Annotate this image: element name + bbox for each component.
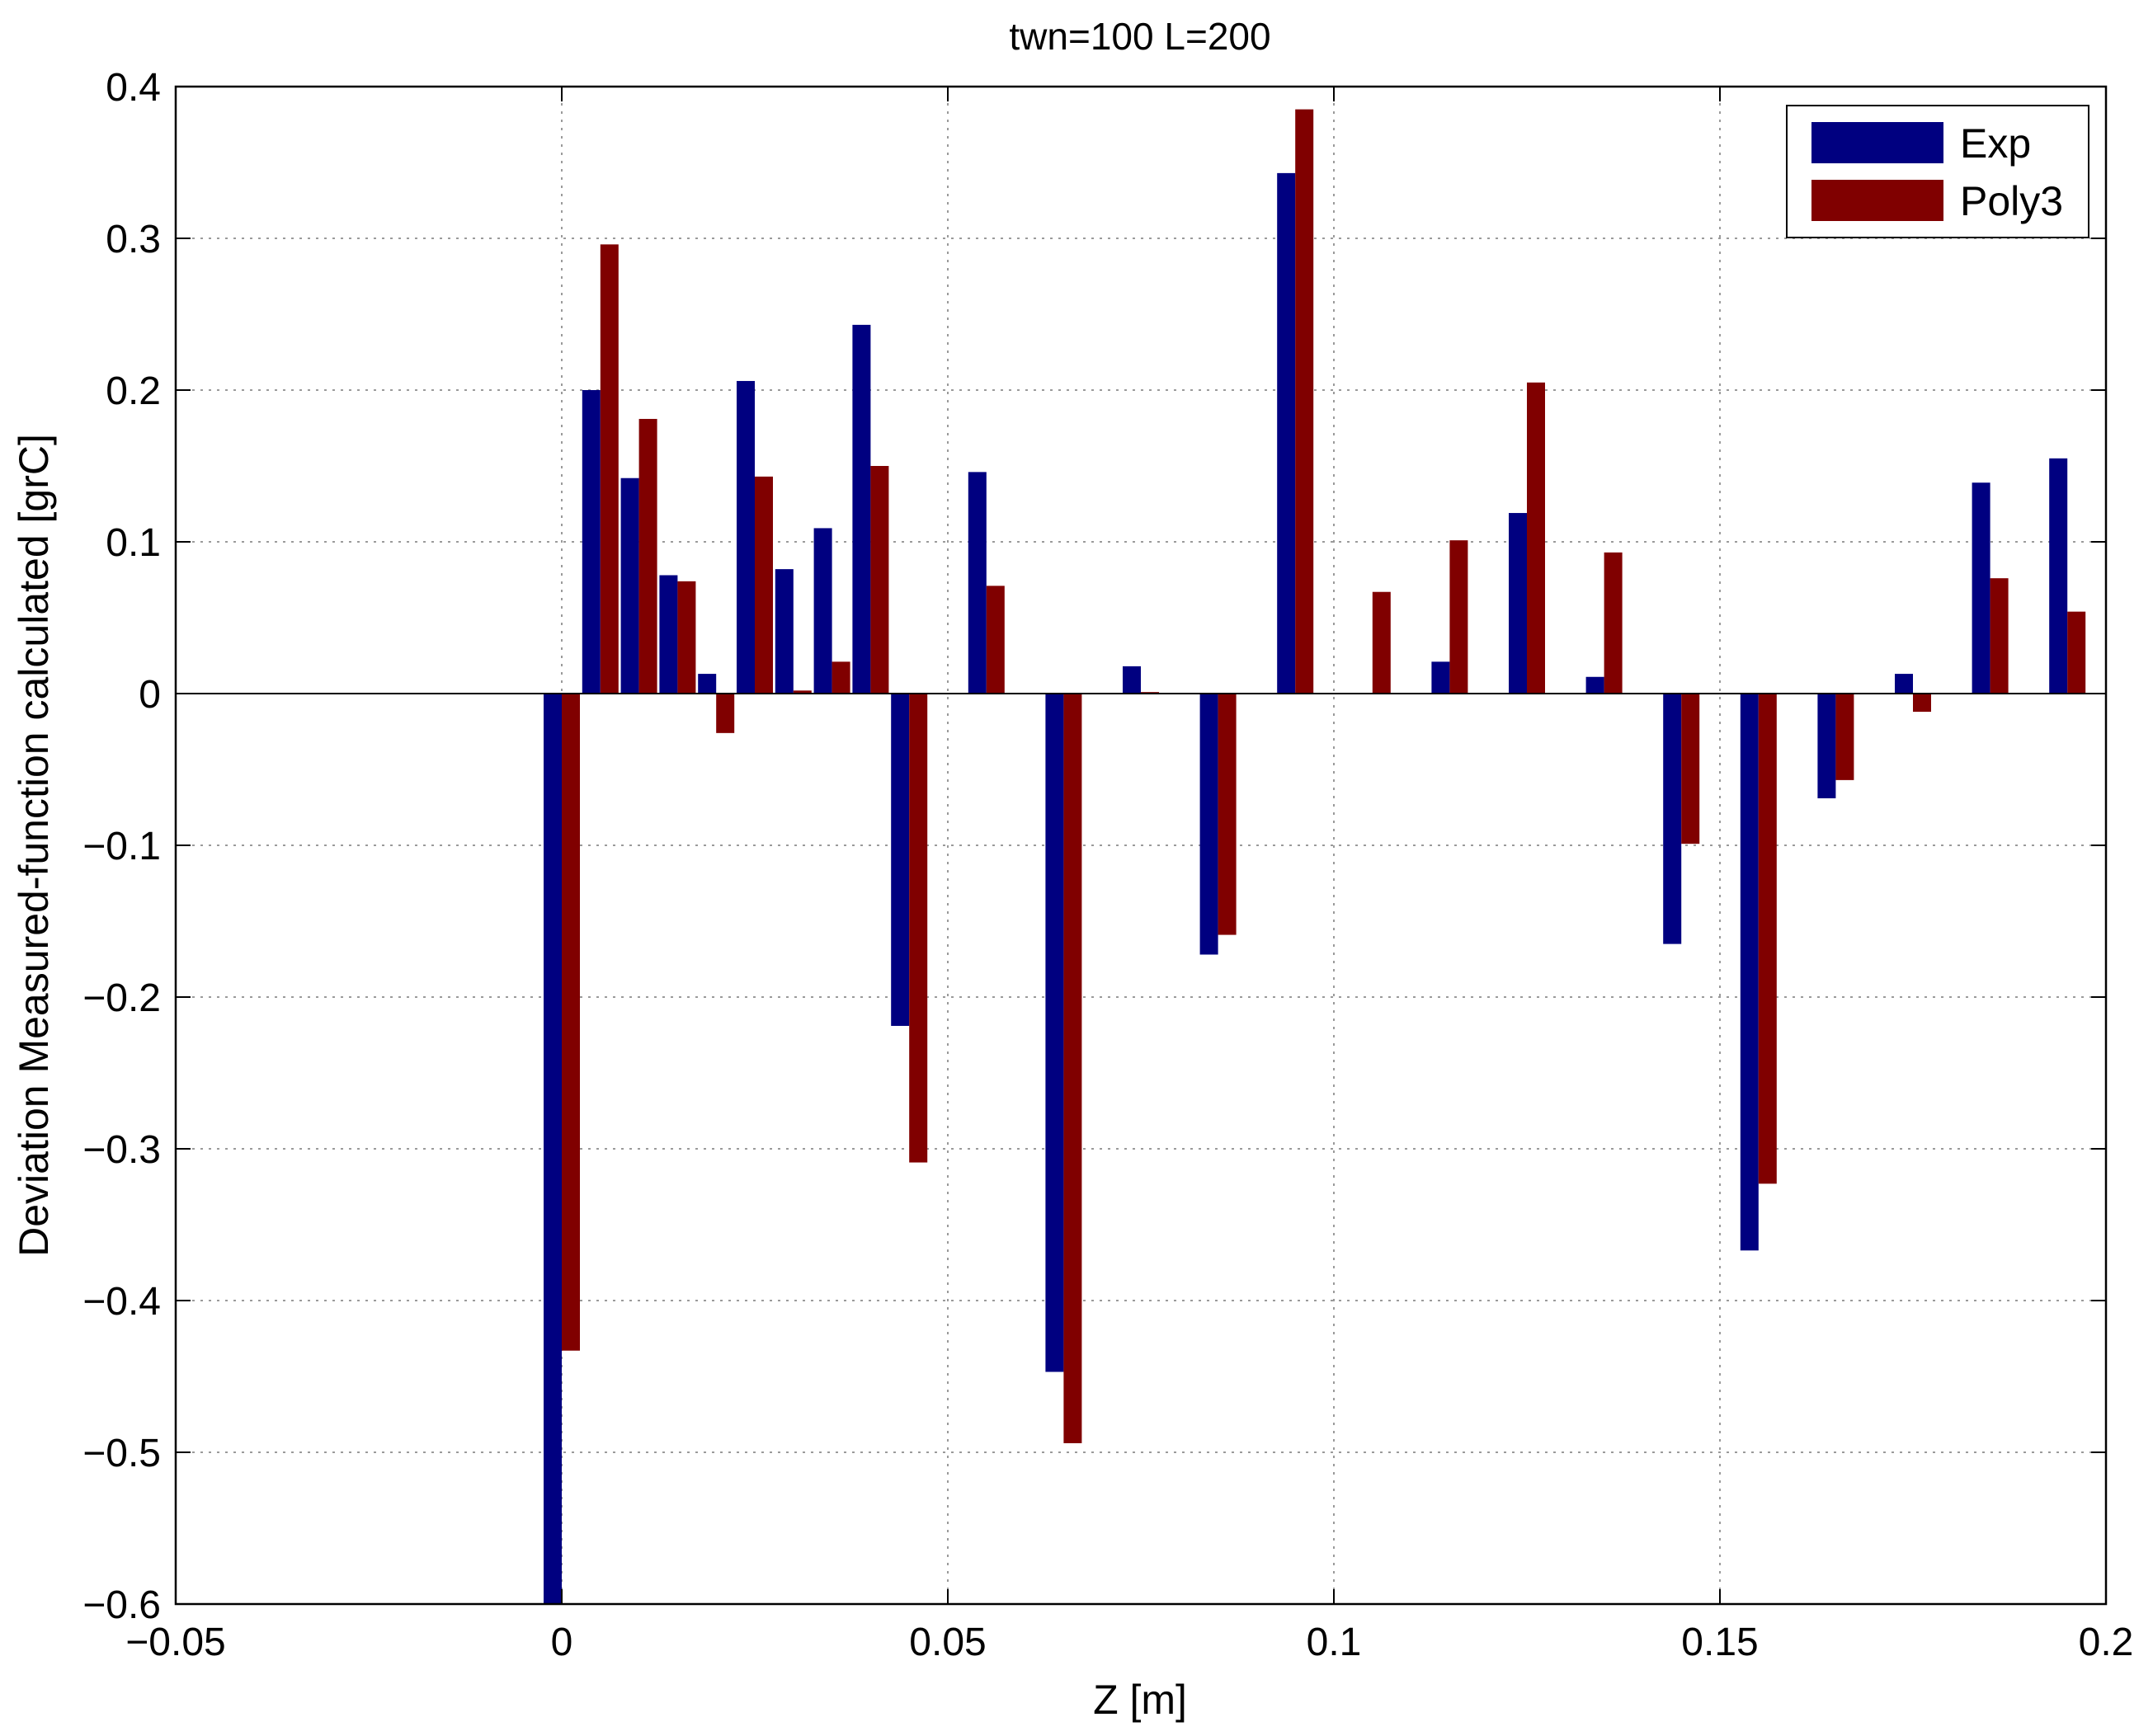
bar-exp (1509, 513, 1527, 694)
legend-label-exp: Exp (1960, 120, 2031, 167)
bar-poly3 (1913, 694, 1931, 713)
bar-poly3 (1758, 694, 1777, 1184)
bar-poly3 (716, 694, 735, 733)
bar-exp (2049, 458, 2068, 694)
bar-poly3 (1449, 540, 1468, 694)
bars (544, 109, 2086, 1604)
legend: Exp Poly3 (1786, 105, 2089, 238)
x-tick-label: 0.15 (1681, 1621, 1758, 1664)
legend-label-poly3: Poly3 (1960, 178, 2063, 224)
bar-exp (968, 472, 987, 694)
bar-poly3 (1990, 578, 2009, 694)
bar-exp (1431, 661, 1450, 694)
y-tick-label: 0 (139, 673, 161, 717)
x-axis-ticks: −0.05 0 0.05 0.1 0.15 0.2 (125, 87, 2133, 1664)
bar-exp (1045, 694, 1064, 1372)
bar-exp (775, 569, 794, 694)
bar-poly3 (600, 244, 619, 694)
bar-exp (1817, 694, 1836, 798)
bar-poly3 (1063, 694, 1082, 1443)
x-tick-label: 0 (551, 1621, 573, 1664)
bar-poly3 (1372, 591, 1391, 694)
bar-exp (1740, 694, 1759, 1251)
bar-exp (659, 575, 678, 694)
bar-poly3 (986, 586, 1005, 694)
bar-exp (1895, 674, 1913, 694)
bar-poly3 (638, 418, 657, 694)
bar-exp (1199, 694, 1218, 955)
y-tick-label: −0.2 (82, 976, 161, 1020)
y-tick-label: −0.4 (82, 1280, 161, 1324)
bar-poly3 (1295, 109, 1314, 694)
y-axis-label: Deviation Measured-function calculated [… (11, 434, 57, 1257)
y-tick-label: 0.4 (106, 66, 161, 110)
y-axis-ticks: 0.4 0.3 0.2 0.1 0 −0.1 −0.2 −0.3 −0.4 −0.5 −0.6 (82, 66, 2106, 1627)
bar-poly3 (870, 466, 889, 694)
bar-exp (1972, 482, 1990, 694)
bar-exp (544, 694, 562, 1604)
grid-lines (176, 87, 2106, 1604)
bar-exp (852, 324, 871, 694)
bar-poly3 (793, 690, 812, 694)
bar-poly3 (1681, 694, 1700, 844)
bar-exp (1663, 694, 1682, 944)
legend-swatch-exp (1811, 122, 1943, 163)
y-tick-label: 0.3 (106, 218, 161, 261)
x-tick-label: −0.05 (125, 1621, 225, 1664)
bar-exp (698, 674, 717, 694)
x-tick-label: 0.05 (909, 1621, 986, 1664)
y-tick-label: 0.2 (106, 369, 161, 413)
y-tick-label: −0.3 (82, 1128, 161, 1172)
y-tick-label: −0.5 (82, 1432, 161, 1475)
bar-exp (620, 478, 639, 694)
x-tick-label: 0.1 (1307, 1621, 1362, 1664)
bar-poly3 (1218, 694, 1237, 935)
bar-poly3 (1527, 382, 1545, 694)
y-tick-label: −0.6 (82, 1583, 161, 1627)
bar-exp (582, 390, 601, 694)
x-axis-label: Z [m] (1093, 1677, 1187, 1723)
bar-poly3 (1604, 552, 1623, 694)
bar-poly3 (2067, 611, 2086, 694)
bar-exp (1277, 172, 1296, 694)
x-tick-label: 0.2 (2079, 1621, 2134, 1664)
bar-poly3 (832, 661, 850, 694)
bar-exp (1585, 676, 1604, 694)
bar-poly3 (909, 694, 928, 1163)
bar-poly3 (677, 581, 696, 694)
bar-exp (737, 380, 755, 694)
bar-exp (891, 694, 910, 1026)
bar-exp (1123, 666, 1141, 694)
y-tick-label: −0.1 (82, 825, 161, 868)
y-tick-label: 0.1 (106, 521, 161, 565)
bar-exp (813, 528, 832, 694)
bar-poly3 (755, 476, 773, 694)
chart-title: twn=100 L=200 (1009, 15, 1270, 58)
bar-poly3 (562, 694, 580, 1351)
legend-swatch-poly3 (1811, 180, 1943, 221)
bar-poly3 (1835, 694, 1854, 780)
